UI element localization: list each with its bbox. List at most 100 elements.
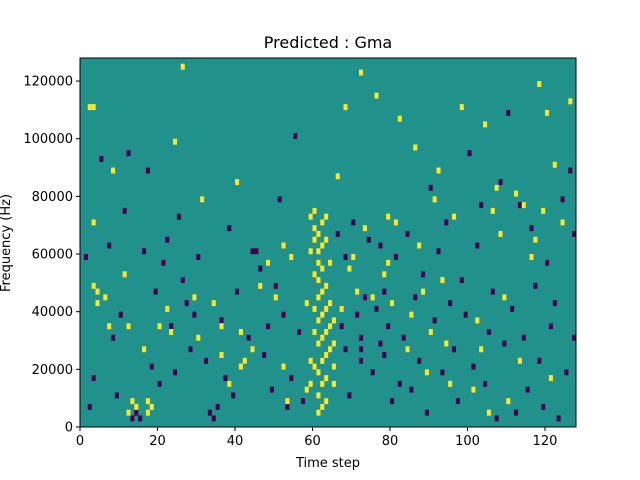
heatmap-cell-high <box>428 328 433 335</box>
heatmap-cell-high <box>359 69 364 76</box>
heatmap-cell-high <box>95 300 100 307</box>
heatmap-cell-high <box>145 409 150 416</box>
heatmap-cell-high <box>328 300 333 307</box>
heatmap-cell-low <box>483 380 488 387</box>
heatmap-cell-low <box>142 248 147 255</box>
heatmap-cell-high <box>316 248 321 255</box>
heatmap-cell-low <box>552 300 557 307</box>
heatmap-cell-low <box>517 202 522 209</box>
heatmap-cell-low <box>537 357 542 364</box>
plot-area <box>80 58 577 427</box>
heatmap-cell-high <box>390 300 395 307</box>
heatmap-cell-low <box>180 277 185 284</box>
heatmap-cell-low <box>343 254 348 260</box>
heatmap-cell-high <box>413 144 418 151</box>
heatmap-cell-high <box>506 398 511 405</box>
heatmap-cell-low <box>273 282 278 289</box>
heatmap-cell-low <box>281 311 286 318</box>
heatmap-cell-high <box>180 63 185 70</box>
y-tick-label: 20000 <box>32 363 73 378</box>
heatmap-cell-low <box>169 323 174 330</box>
heatmap-cell-high <box>533 236 538 243</box>
heatmap-cell-low <box>269 386 274 393</box>
heatmap-cell-high <box>486 409 491 416</box>
heatmap-cell-high <box>316 230 321 237</box>
y-tick-label: 0 <box>65 421 73 436</box>
heatmap-cell-low <box>459 277 464 284</box>
heatmap-cell-high <box>316 277 321 284</box>
heatmap-cell-high <box>320 357 325 364</box>
heatmap-cell-low <box>405 230 410 237</box>
heatmap-cell-low <box>207 409 212 416</box>
heatmap-cell-high <box>324 328 329 335</box>
heatmap-cell-high <box>502 294 507 301</box>
heatmap-cell-low <box>428 184 433 191</box>
heatmap-cell-high <box>134 403 139 410</box>
heatmap-cell-high <box>417 242 422 249</box>
heatmap-cell-low <box>130 415 135 422</box>
heatmap-cell-low <box>370 369 375 376</box>
heatmap-cell-high <box>498 230 503 237</box>
heatmap-cell-high <box>347 265 352 272</box>
heatmap-cell-high <box>142 346 147 353</box>
heatmap-cell-low <box>91 375 96 382</box>
heatmap-cell-low <box>560 196 565 203</box>
heatmap-cell-low <box>99 156 104 162</box>
heatmap-cell-low <box>122 207 127 214</box>
heatmap-cell-high <box>452 213 457 220</box>
heatmap-cell-low <box>297 328 302 335</box>
heatmap-cell-high <box>351 254 356 260</box>
heatmap-cell-low <box>339 323 344 330</box>
heatmap-cell-high <box>95 288 100 295</box>
heatmap-cell-low <box>436 248 441 255</box>
heatmap-cell-high <box>328 323 333 330</box>
heatmap-cell-high <box>362 225 367 232</box>
heatmap-cell-high <box>242 357 247 364</box>
heatmap-cell-low <box>359 334 364 341</box>
heatmap-cell-low <box>254 248 259 255</box>
heatmap-cell-low <box>541 403 546 410</box>
heatmap-cell-high <box>235 179 240 186</box>
heatmap-cell-high <box>541 207 546 214</box>
heatmap-cell-high <box>200 196 205 203</box>
heatmap-cell-high <box>312 363 317 370</box>
heatmap-cell-low <box>572 334 577 341</box>
heatmap-cell-low <box>572 230 577 237</box>
heatmap-cell-high <box>304 300 309 307</box>
heatmap-cell-low <box>231 392 236 399</box>
x-axis-label: Time step <box>295 456 360 471</box>
heatmap-cell-high <box>227 380 232 387</box>
y-tick-label: 60000 <box>32 248 73 263</box>
heatmap-cell-low <box>564 369 569 376</box>
heatmap-cell-low <box>390 398 395 405</box>
heatmap-cell-high <box>107 323 112 330</box>
heatmap-cell-low <box>277 196 282 203</box>
plot-frame <box>79 57 577 428</box>
heatmap-cell-low <box>533 282 538 289</box>
heatmap-cell-low <box>293 132 298 139</box>
heatmap-cell-high <box>448 380 453 387</box>
heatmap-cell-low <box>514 409 519 416</box>
heatmap-cell-high <box>483 121 488 128</box>
heatmap-cell-high <box>331 380 336 387</box>
heatmap-cell-high <box>308 380 313 387</box>
heatmap-cell-high <box>312 305 317 312</box>
heatmap-cell-low <box>204 357 209 364</box>
heatmap-cell-high <box>421 288 426 295</box>
heatmap-cell-high <box>517 357 522 364</box>
heatmap-cell-low <box>289 375 294 382</box>
heatmap-cell-low <box>424 409 429 416</box>
x-tick-label: 20 <box>149 434 166 449</box>
heatmap-cell-low <box>184 300 189 307</box>
heatmap-cell-low <box>343 346 348 353</box>
heatmap-cell-high <box>316 294 321 301</box>
x-tick-label: 40 <box>227 434 244 449</box>
heatmap-cell-low <box>262 352 267 359</box>
heatmap-cell-high <box>397 115 402 122</box>
heatmap-cell-low <box>455 398 460 405</box>
y-tick-label: 80000 <box>32 190 73 205</box>
heatmap-cell-high <box>169 328 174 335</box>
heatmap-cell-high <box>386 259 391 266</box>
heatmap-cell-high <box>312 271 317 278</box>
heatmap-cell-low <box>475 242 480 249</box>
